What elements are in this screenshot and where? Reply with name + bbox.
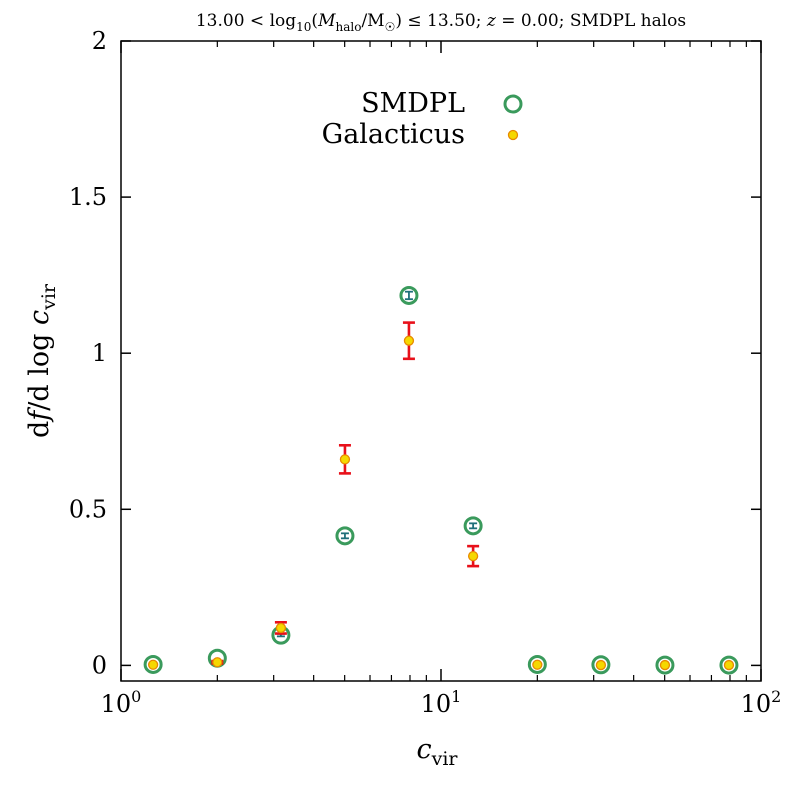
- galacticus-point-2: [275, 622, 287, 634]
- smdpl-point-3: [335, 526, 355, 546]
- y-tick-label-2: 1: [92, 339, 107, 367]
- galacticus-point-7: [595, 659, 607, 671]
- y-tick-label-1: 0.5: [69, 495, 107, 523]
- title-slash: /M: [361, 11, 384, 31]
- title-open: (: [311, 11, 318, 31]
- title-log-base: 10: [296, 20, 311, 34]
- y-axis-label-d: d: [24, 421, 55, 438]
- chart-title: 13.00 < log10(Mhalo/M☉) ≤ 13.50; z = 0.0…: [196, 11, 686, 34]
- series-galacticus: [147, 321, 735, 671]
- galacticus-point-1: [212, 657, 223, 668]
- x-axis-ticks: 100 101 102: [101, 41, 782, 718]
- smdpl-point-5: [463, 516, 483, 536]
- x-tick-label-2: 102: [741, 687, 782, 718]
- smdpl-point-7: [591, 655, 611, 675]
- legend: SMDPL Galacticus: [322, 88, 523, 150]
- series-smdpl: [143, 285, 739, 675]
- data-series: [143, 285, 739, 675]
- y-axis-label-sub: vir: [38, 283, 60, 311]
- y-tick-label-3: 1.5: [69, 183, 107, 211]
- title-mass-symbol: M: [317, 11, 336, 31]
- legend-label-galacticus: Galacticus: [322, 119, 465, 150]
- smdpl-point-9: [719, 655, 739, 675]
- legend-label-smdpl: SMDPL: [361, 88, 465, 119]
- galacticus-point-0: [147, 659, 159, 670]
- smdpl-point-0: [143, 654, 163, 674]
- title-mass-sub: halo: [335, 20, 361, 34]
- y-tick-label-0: 0: [92, 651, 107, 679]
- y-axis-ticks: 0 0.5 1 1.5 2: [69, 27, 761, 679]
- legend-marker-smdpl: [503, 94, 523, 114]
- x-axis-label: cvir: [416, 734, 458, 770]
- title-close: ) ≤ 13.50;: [395, 11, 486, 31]
- x-tick-label-1: 101: [421, 687, 462, 718]
- title-rest: = 0.00; SMDPL halos: [496, 11, 686, 31]
- x-tick-label-0: 100: [101, 687, 142, 718]
- galacticus-point-5: [467, 550, 479, 562]
- galacticus-point-9: [723, 659, 735, 671]
- galacticus-point-8: [659, 659, 671, 671]
- x-axis-label-symbol: c: [416, 734, 431, 765]
- title-lead: 13.00 < log: [196, 11, 296, 31]
- legend-marker-galacticus: [507, 129, 519, 141]
- smdpl-point-4: [399, 285, 419, 305]
- galacticus-point-4: [403, 335, 415, 346]
- y-axis-label-mid: /d log: [24, 325, 55, 411]
- galacticus-point-3: [339, 454, 351, 465]
- y-axis-label: df/d log cvir: [24, 283, 60, 438]
- y-tick-label-4: 2: [92, 27, 107, 55]
- y-axis-label-c: c: [24, 310, 55, 325]
- x-axis-label-sub: vir: [431, 748, 459, 770]
- title-sun: ☉: [385, 20, 396, 34]
- smdpl-point-6: [527, 654, 547, 674]
- galacticus-point-6: [532, 659, 543, 670]
- title-z-symbol: z: [486, 11, 497, 31]
- smdpl-point-8: [655, 655, 675, 675]
